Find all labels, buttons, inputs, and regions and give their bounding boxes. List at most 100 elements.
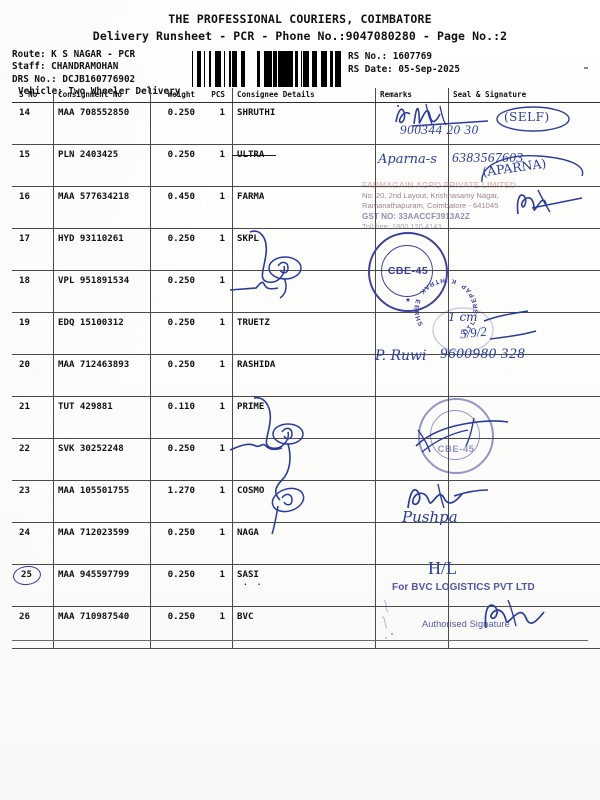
cell-pcs: 1 (199, 270, 233, 313)
cell-weight: 0.250 (150, 144, 199, 187)
cell-consignment-no: MAA 577634218 (53, 186, 151, 229)
col-header-seal: Seal & Signature (448, 88, 600, 103)
table-row[interactable]: 23 MAA 105501755 1.270 1 COSMO (12, 480, 600, 523)
table-row[interactable]: 16 MAA 577634218 0.450 1 FARMA (12, 186, 600, 229)
consignee-name: SHRUTHI (237, 108, 276, 118)
cell-sno: 17 (12, 228, 54, 271)
cell-seal-signature[interactable] (448, 564, 600, 607)
cell-remarks (375, 606, 449, 649)
cell-seal-signature[interactable] (448, 144, 600, 187)
cell-consignee: SASI · · (232, 564, 376, 607)
cell-sno: 26 (12, 606, 54, 649)
cell-remarks (375, 270, 449, 313)
cell-pcs: 1 (199, 396, 233, 439)
table-row[interactable]: 24 MAA 712023599 0.250 1 NAGA (12, 522, 600, 565)
table-row[interactable]: 21 TUT 429881 0.110 1 PRIME (12, 396, 600, 439)
cell-consignment-no: MAA 712023599 (53, 522, 151, 565)
col-header-remarks: Remarks (375, 88, 449, 103)
consignee-name: NAGA (237, 528, 259, 538)
cell-sno: 20 (12, 354, 54, 397)
cell-remarks (375, 522, 449, 565)
cell-sno: 23 (12, 480, 54, 523)
consignee-name: BVC (237, 612, 254, 622)
cell-sno: 22 (12, 438, 54, 481)
cell-sno: 15 (12, 144, 54, 187)
cell-sno: 18 (12, 270, 54, 313)
cell-sno: 25 (12, 564, 54, 607)
cell-seal-signature[interactable] (448, 312, 600, 355)
cell-sno: 24 (12, 522, 54, 565)
barcode-image (192, 51, 344, 87)
table-row[interactable]: 15 PLN 2403425 0.250 1 ULTRA (12, 144, 600, 187)
table-row[interactable]: 19 EDQ 15100312 0.250 1 TRUETZ (12, 312, 600, 355)
cell-remarks (375, 102, 449, 145)
table-row[interactable]: 25 MAA 945597799 0.250 1 SASI · · (12, 564, 600, 607)
cell-consignee: RASHIDA (232, 354, 376, 397)
cell-consignee: SHRUTHI (232, 102, 376, 145)
circled-serial-marker: 25 (21, 570, 32, 580)
cell-consignee (232, 270, 376, 313)
cell-consignee: PRIME (232, 396, 376, 439)
cell-remarks (375, 144, 449, 187)
rs-no-line: RS No.: 1607769 (348, 51, 432, 62)
table-row[interactable]: 26 MAA 710987540 0.250 1 BVC (12, 606, 600, 649)
cell-seal-signature[interactable] (448, 522, 600, 565)
cell-sno: 21 (12, 396, 54, 439)
cell-consignment-no: PLN 2403425 (53, 144, 151, 187)
table-row[interactable]: 20 MAA 712463893 0.250 1 RASHIDA (12, 354, 600, 397)
cell-seal-signature[interactable] (448, 354, 600, 397)
cell-weight: 0.250 (150, 522, 199, 565)
table-body: 14 MAA 708552850 0.250 1 SHRUTHI 15 PLN 240342… (12, 102, 600, 649)
table-row[interactable]: 22 SVK 30252248 0.250 1 (12, 438, 600, 481)
cell-weight: 0.250 (150, 312, 199, 355)
cell-seal-signature[interactable] (448, 186, 600, 229)
cell-remarks (375, 186, 449, 229)
col-header-sno: S No (12, 88, 54, 103)
cell-remarks (375, 354, 449, 397)
cell-seal-signature[interactable] (448, 102, 600, 145)
cell-weight: 0.250 (150, 228, 199, 271)
cell-consignment-no: MAA 712463893 (53, 354, 151, 397)
consignee-name: PRIME (237, 402, 265, 412)
cell-consignment-no: TUT 429881 (53, 396, 151, 439)
cell-seal-signature[interactable] (448, 606, 600, 649)
runsheet-subtitle: Delivery Runsheet - PCR - Phone No.:9047… (92, 29, 508, 43)
staff-line: Staff: CHANDRAMOHAN (12, 61, 119, 73)
cell-sno: 16 (12, 186, 54, 229)
cell-consignee: BVC (232, 606, 376, 649)
consignee-name: TRUETZ (237, 318, 270, 328)
cell-consignment-no: EDQ 15100312 (53, 312, 151, 355)
cell-pcs: 1 (199, 522, 233, 565)
cell-consignee: ULTRA (231, 144, 376, 187)
cell-remarks (375, 228, 449, 271)
cell-consignment-no: MAA 945597799 (53, 564, 151, 607)
table-row[interactable]: 18 VPL 951891534 0.250 1 (12, 270, 600, 313)
struck-consignee-name: ULTRA (231, 150, 277, 160)
cell-consignment-no: MAA 105501755 (53, 480, 151, 523)
cell-consignee: NAGA (232, 522, 376, 565)
cell-remarks (375, 564, 449, 607)
cell-remarks (375, 312, 449, 355)
cell-weight: 0.110 (150, 396, 199, 439)
cell-weight: 0.450 (150, 186, 199, 229)
consignee-name: SKPL (237, 234, 259, 244)
col-header-consignee: Consignee Details (232, 88, 376, 103)
cell-weight: 0.250 (150, 606, 199, 649)
cell-sno: 14 (12, 102, 54, 145)
cell-sno: 19 (12, 312, 54, 355)
cell-weight: 1.270 (150, 480, 199, 523)
cell-seal-signature[interactable] (448, 396, 600, 439)
table-row[interactable]: 14 MAA 708552850 0.250 1 SHRUTHI (12, 102, 600, 145)
table-row[interactable]: 17 HYD 93110261 0.250 1 SKPL (12, 228, 600, 271)
company-title: THE PROFESSIONAL COURIERS, COIMBATORE (168, 12, 432, 26)
route-line: Route: K S NAGAR - PCR (12, 49, 136, 60)
cell-remarks (375, 396, 449, 439)
header-meta-right: RS No.: 1607769 RS Date: 05-Sep-2025 (348, 50, 460, 76)
cell-remarks (375, 480, 449, 523)
cell-pcs: 1 (199, 480, 233, 523)
cell-seal-signature[interactable] (448, 270, 600, 313)
cell-seal-signature[interactable] (448, 480, 600, 523)
cell-seal-signature[interactable] (448, 228, 600, 271)
cell-seal-signature[interactable] (448, 438, 600, 481)
consignee-name: RASHIDA (237, 360, 276, 370)
